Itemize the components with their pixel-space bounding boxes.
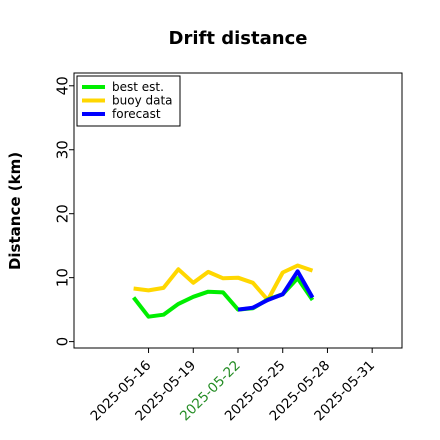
y-axis-label: Distance (km) — [6, 152, 24, 270]
y-tick-label: 40 — [53, 76, 71, 95]
series-layer — [132, 263, 315, 319]
y-tick-label: 10 — [53, 268, 71, 287]
legend-label: buoy data — [112, 94, 173, 108]
legend-label: forecast — [112, 107, 161, 121]
y-tick-label: 0 — [53, 337, 71, 347]
y-tick-label: 30 — [53, 140, 71, 159]
series-line-best-est- — [132, 276, 315, 319]
series-line-buoy-data — [133, 263, 314, 302]
x-axis: 2025-05-162025-05-192025-05-222025-05-25… — [88, 348, 378, 424]
y-tick-label: 20 — [53, 204, 71, 223]
legend-label: best est. — [112, 80, 164, 94]
chart-title: Drift distance — [169, 28, 308, 49]
series-line-forecast — [237, 269, 315, 312]
y-axis: 0 10 20 30 40 — [53, 76, 74, 346]
